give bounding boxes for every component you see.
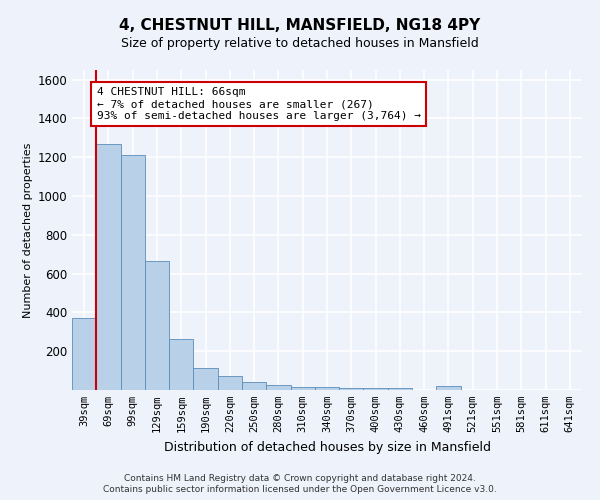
Text: Contains HM Land Registry data © Crown copyright and database right 2024.
Contai: Contains HM Land Registry data © Crown c… <box>103 474 497 494</box>
Bar <box>169 338 193 390</box>
Bar <box>145 261 169 390</box>
Text: 4, CHESTNUT HILL, MANSFIELD, NG18 4PY: 4, CHESTNUT HILL, MANSFIELD, NG18 4PY <box>119 18 481 32</box>
Bar <box>96 144 121 390</box>
Bar <box>315 387 339 390</box>
Bar <box>436 386 461 390</box>
Bar <box>72 318 96 390</box>
Bar <box>193 368 218 390</box>
Bar <box>266 385 290 390</box>
Bar <box>290 386 315 390</box>
Y-axis label: Number of detached properties: Number of detached properties <box>23 142 33 318</box>
Text: Size of property relative to detached houses in Mansfield: Size of property relative to detached ho… <box>121 38 479 51</box>
Bar <box>121 156 145 390</box>
X-axis label: Distribution of detached houses by size in Mansfield: Distribution of detached houses by size … <box>163 440 491 454</box>
Bar <box>388 388 412 390</box>
Bar <box>242 382 266 390</box>
Bar <box>339 388 364 390</box>
Bar <box>364 388 388 390</box>
Bar <box>218 376 242 390</box>
Text: 4 CHESTNUT HILL: 66sqm
← 7% of detached houses are smaller (267)
93% of semi-det: 4 CHESTNUT HILL: 66sqm ← 7% of detached … <box>97 88 421 120</box>
